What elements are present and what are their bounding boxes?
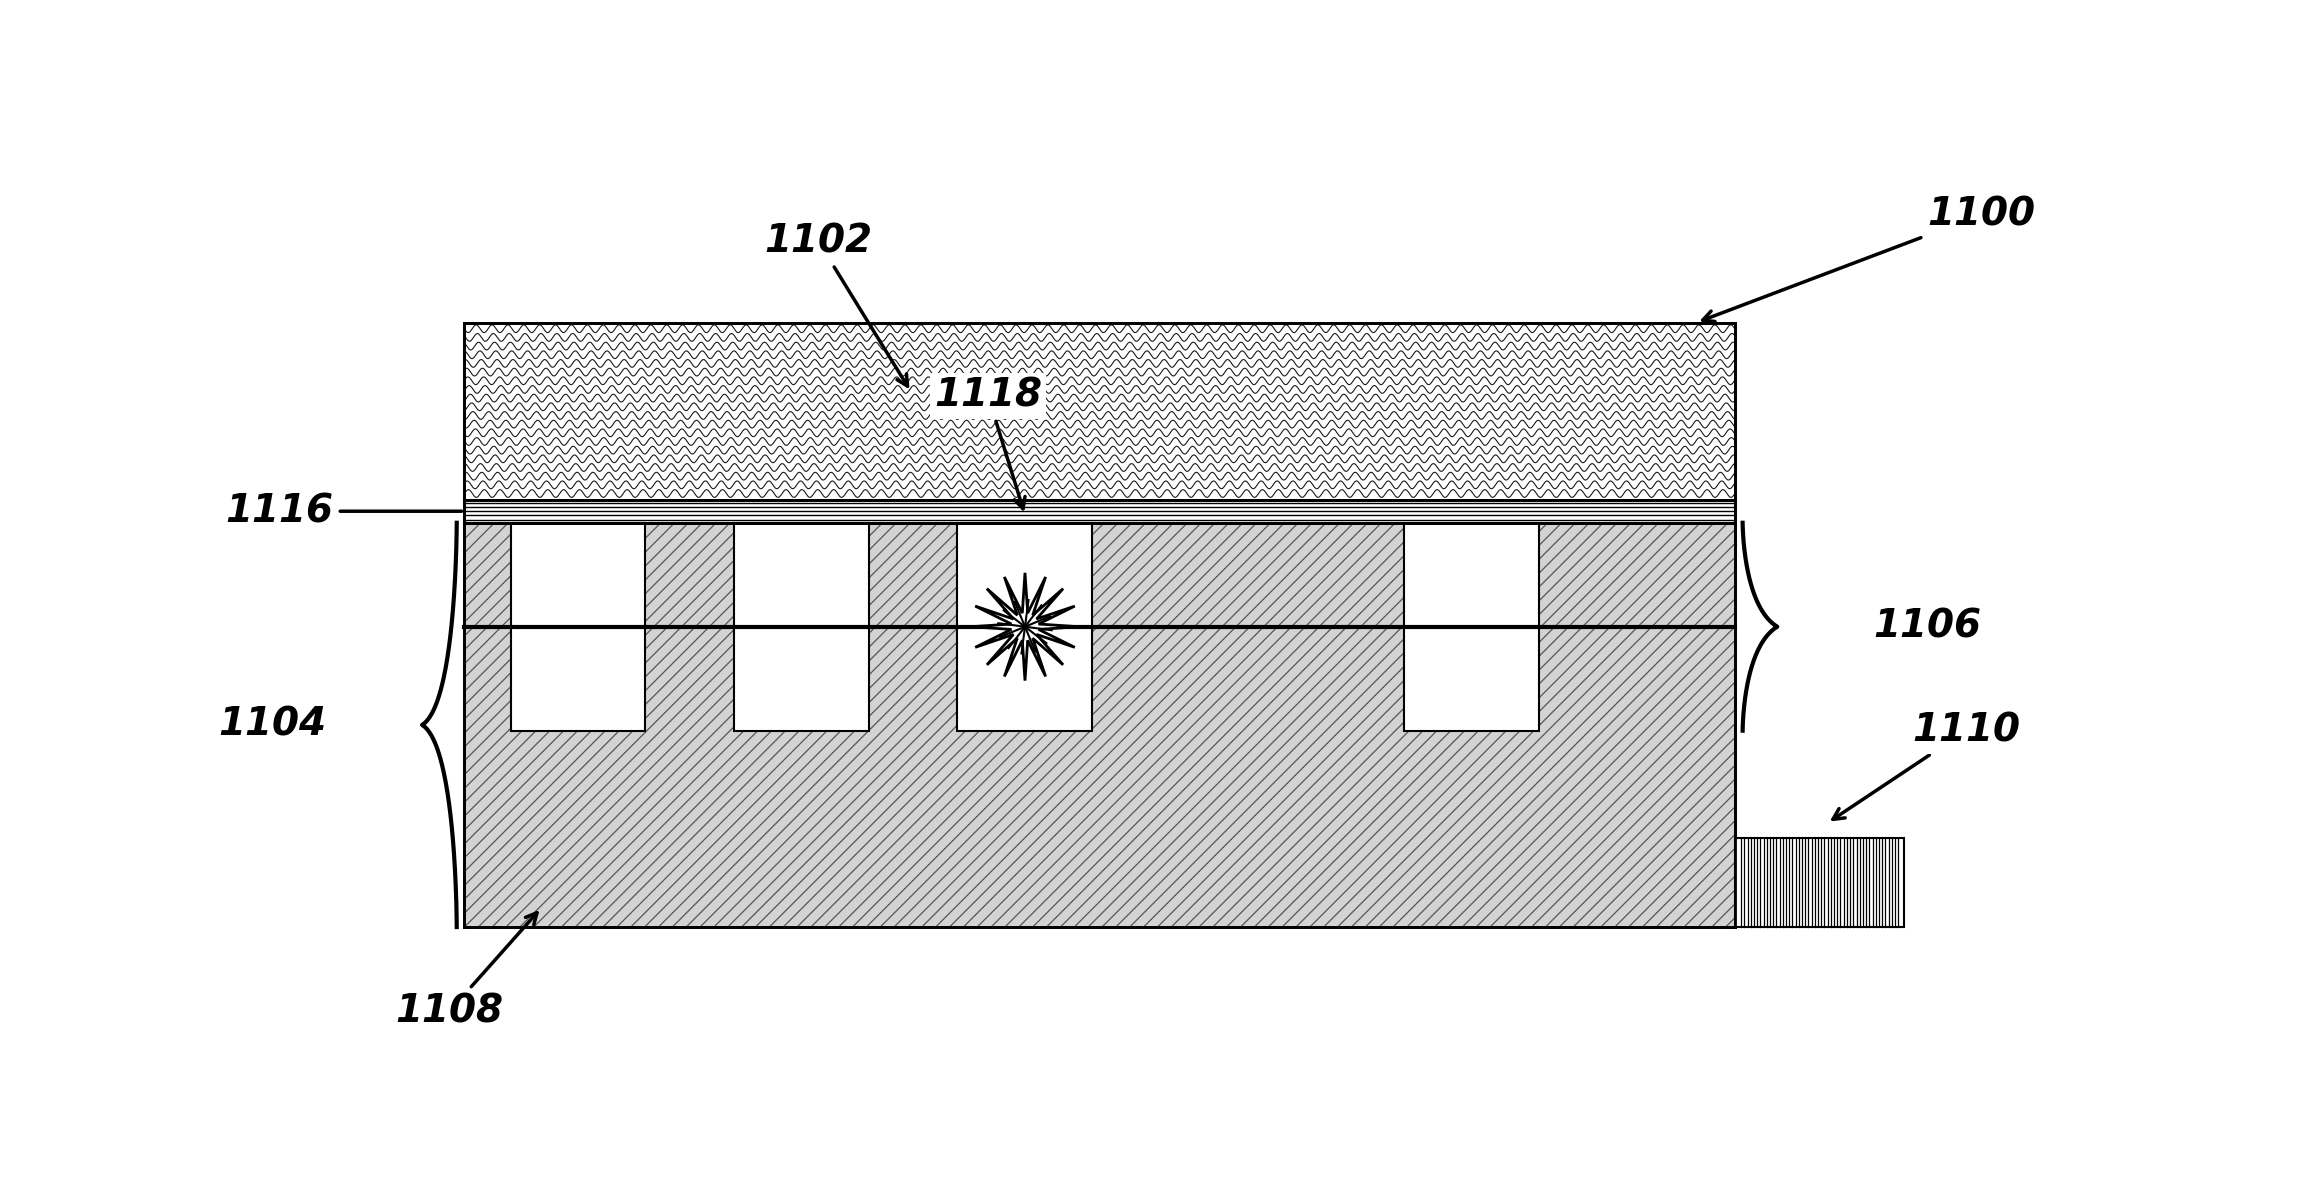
Bar (958, 523, 1092, 730)
Bar (734, 523, 868, 730)
Bar (465, 322, 1735, 500)
Bar (511, 523, 646, 730)
Bar (465, 523, 1735, 927)
Text: 1108: 1108 (396, 913, 537, 1031)
Text: 1104: 1104 (218, 706, 326, 744)
Bar (1736, 839, 1904, 927)
Text: 1116: 1116 (224, 493, 463, 530)
Bar (1405, 523, 1539, 730)
Text: 1100: 1100 (1703, 196, 2036, 321)
Bar (465, 500, 1735, 523)
Text: 1110: 1110 (1833, 712, 2020, 820)
Text: 1102: 1102 (764, 223, 907, 387)
Polygon shape (972, 573, 1078, 681)
Text: 1118: 1118 (935, 377, 1041, 508)
Text: 1106: 1106 (1874, 607, 1981, 645)
